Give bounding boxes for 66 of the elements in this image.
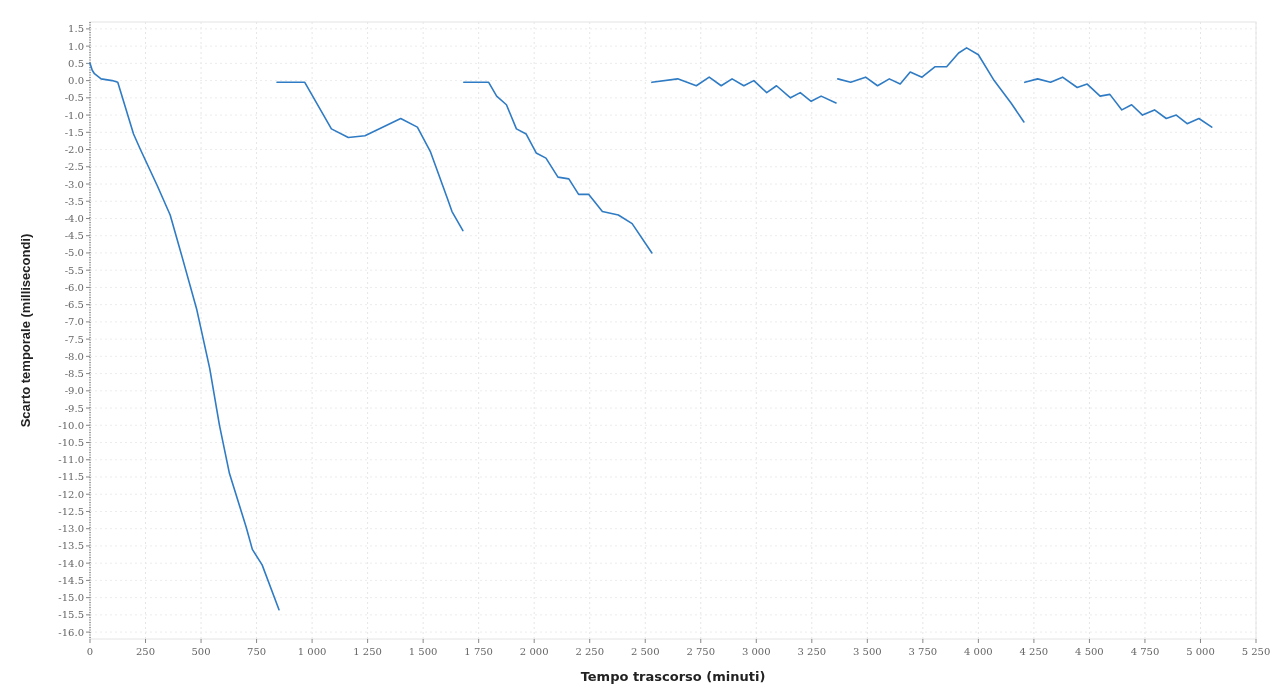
y-axis-title: Scarto temporale (millisecondi) — [18, 233, 33, 428]
x-tick-label: 2 250 — [575, 646, 605, 657]
x-tick-label: 1 500 — [408, 646, 438, 657]
y-tick-label: -4.5 — [64, 230, 84, 242]
y-tick-label: -15.5 — [58, 609, 84, 621]
y-tick-label: -12.5 — [58, 505, 84, 517]
x-tick-label: 0 — [86, 646, 94, 657]
y-tick-label: -10.5 — [58, 437, 84, 449]
x-tick-label: 4 250 — [1019, 646, 1049, 657]
x-tick-label: 4 750 — [1130, 646, 1160, 657]
y-tick-label: -13.0 — [58, 523, 84, 535]
y-tick-label: -9.5 — [64, 402, 84, 414]
y-tick-label: -9.0 — [64, 385, 84, 397]
y-tick-label: 0.5 — [68, 57, 84, 69]
line-series — [89, 62, 280, 611]
y-tick-label: -3.0 — [64, 178, 84, 190]
x-tick-label: 5 000 — [1186, 646, 1215, 657]
y-tick-label: -15.0 — [58, 592, 84, 604]
x-tick-label: 3 250 — [797, 646, 827, 657]
y-tick-label: 0.0 — [68, 75, 84, 87]
x-tick-label: 4 500 — [1075, 646, 1104, 657]
y-tick-label: -10.0 — [58, 419, 84, 431]
x-tick-label: 250 — [135, 646, 156, 657]
y-tick-label: -13.5 — [58, 540, 84, 552]
y-tick-label: -14.0 — [58, 557, 84, 569]
x-tick-label: 5 250 — [1241, 646, 1271, 657]
x-axis-title: Tempo trascorso (minuti) — [580, 669, 766, 684]
y-tick-label: -3.5 — [64, 195, 84, 207]
y-tick-label: -6.0 — [64, 281, 84, 293]
y-tick-label: -2.5 — [64, 161, 84, 173]
y-tick-label: -0.5 — [64, 92, 84, 104]
y-tick-label: -4.0 — [64, 212, 84, 224]
x-tick-label: 1 250 — [353, 646, 382, 657]
y-tick-label: 1.5 — [68, 23, 84, 35]
y-tick-label: -11.0 — [58, 454, 84, 466]
y-tick-label: -8.5 — [64, 368, 84, 380]
y-tick-label: -7.0 — [64, 316, 84, 328]
y-tick-label: -1.5 — [64, 126, 84, 138]
line-series — [462, 81, 653, 254]
y-tick-label: -7.5 — [64, 333, 84, 345]
x-tick-label: 3 500 — [853, 646, 882, 657]
y-tick-label: -8.0 — [64, 350, 84, 362]
y-tick-label: -6.5 — [64, 299, 84, 311]
y-tick-label: -16.0 — [58, 626, 84, 638]
y-tick-label: 1.0 — [68, 40, 84, 52]
x-tick-label: 750 — [247, 646, 267, 657]
y-tick-label: -5.5 — [64, 264, 84, 276]
line-series — [276, 81, 464, 232]
y-tick-label: -1.0 — [64, 109, 84, 121]
x-tick-label: 1 000 — [297, 646, 327, 657]
x-tick-label: 2 000 — [519, 646, 549, 657]
x-tick-label: 2 750 — [686, 646, 716, 657]
x-tick-label: 500 — [191, 646, 211, 657]
x-tick-label: 1 750 — [464, 646, 493, 657]
x-tick-label: 4 000 — [964, 646, 993, 657]
line-series — [651, 76, 837, 104]
y-tick-label: -12.0 — [58, 488, 84, 500]
x-tick-label: 3 750 — [908, 646, 938, 657]
y-tick-label: -5.0 — [64, 247, 84, 259]
x-tick-label: 3 000 — [741, 646, 771, 657]
line-series — [837, 47, 1025, 123]
y-tick-label: -14.5 — [58, 574, 84, 586]
x-tick-label: 2 500 — [630, 646, 660, 657]
line-series — [1024, 76, 1213, 128]
y-tick-label: -2.0 — [64, 144, 84, 156]
y-tick-label: -11.5 — [58, 471, 84, 483]
